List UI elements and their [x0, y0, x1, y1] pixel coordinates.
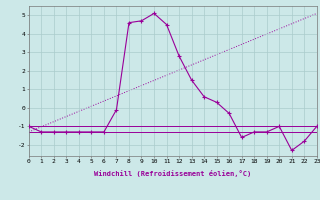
X-axis label: Windchill (Refroidissement éolien,°C): Windchill (Refroidissement éolien,°C) [94, 170, 252, 177]
